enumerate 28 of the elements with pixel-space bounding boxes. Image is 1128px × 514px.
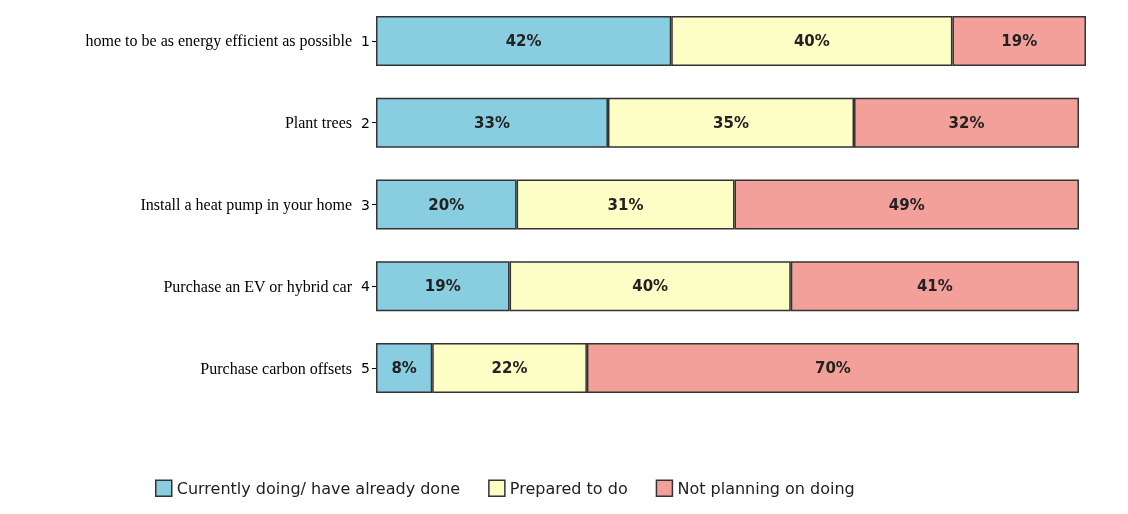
- text: 1: [361, 32, 370, 49]
- text: 5: [361, 360, 370, 377]
- y-tick-label: home to be as energy efficient as possible: [85, 32, 352, 51]
- legend-label: Not planning on doing: [677, 478, 855, 498]
- data-label: 19%: [424, 277, 461, 296]
- data-label: 49%: [888, 195, 925, 214]
- data-label: 31%: [607, 195, 644, 214]
- data-label: 35%: [713, 113, 749, 132]
- data-label: 40%: [793, 31, 830, 50]
- data-label: 19%: [1001, 31, 1038, 50]
- text: 4: [361, 278, 371, 295]
- data-label: 8%: [391, 359, 417, 378]
- legend-label: Prepared to do: [509, 478, 628, 498]
- data-label: 20%: [428, 195, 465, 214]
- data-label: 32%: [948, 113, 985, 132]
- y-tick-label: Install a heat pump in your home: [140, 196, 352, 214]
- data-label: 70%: [814, 359, 851, 378]
- text: 2: [361, 114, 370, 131]
- data-label: 42%: [505, 31, 542, 50]
- y-tick-label: Purchase carbon offsets: [200, 359, 352, 377]
- y-tick-label: Plant trees: [284, 114, 352, 132]
- text: 3: [361, 196, 370, 213]
- y-tick-label: Purchase an EV or hybrid car: [163, 277, 353, 296]
- legend-label: Currently doing/ have already done: [176, 478, 461, 498]
- data-label: 22%: [491, 359, 528, 378]
- data-label: 40%: [632, 277, 669, 296]
- data-label: 41%: [916, 277, 953, 296]
- data-label: 33%: [474, 113, 510, 132]
